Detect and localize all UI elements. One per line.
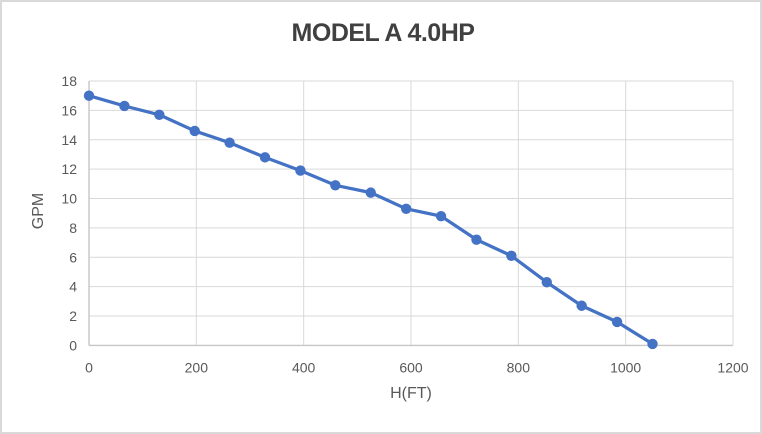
y-tick-label: 16 [61, 102, 77, 118]
chart-title: MODEL A 4.0HP [291, 19, 475, 47]
x-tick-label: 400 [292, 359, 316, 375]
y-tick-label: 6 [69, 249, 77, 265]
y-tick-label: 14 [61, 132, 77, 148]
data-point-marker [506, 250, 517, 261]
data-point-marker [647, 338, 658, 350]
x-tick-label: 200 [185, 359, 209, 375]
data-point-marker [435, 210, 447, 222]
x-tick-label: 600 [399, 359, 423, 375]
y-tick-label: 2 [69, 308, 77, 324]
x-tick-label: 1200 [717, 359, 748, 375]
y-tick-label: 12 [61, 161, 77, 177]
data-point-marker [576, 300, 587, 311]
y-tick-label: 18 [61, 73, 77, 89]
y-tick-label: 4 [69, 279, 77, 295]
data-point-marker [224, 137, 235, 148]
x-axis-title: H(FT) [390, 385, 432, 402]
data-point-marker [83, 90, 95, 101]
data-point-marker [365, 187, 376, 198]
data-point-marker [611, 316, 623, 328]
data-point-marker [295, 165, 306, 176]
x-tick-label: 800 [507, 359, 531, 375]
x-tick-label: 0 [85, 359, 93, 375]
y-axis-title: GPM [30, 192, 47, 230]
data-point-marker [330, 180, 341, 191]
data-point-marker [471, 234, 482, 245]
data-point-marker [119, 100, 130, 112]
x-tick-label: 1000 [610, 359, 641, 375]
data-point-marker [259, 152, 271, 163]
series-line [87, 94, 655, 346]
data-point-marker [541, 277, 552, 288]
y-tick-label: 10 [61, 191, 77, 207]
y-tick-label: 0 [69, 337, 77, 353]
data-point-marker [400, 203, 412, 214]
data-point-marker [154, 109, 165, 120]
y-tick-label: 8 [69, 220, 77, 236]
data-point-marker [189, 125, 200, 137]
